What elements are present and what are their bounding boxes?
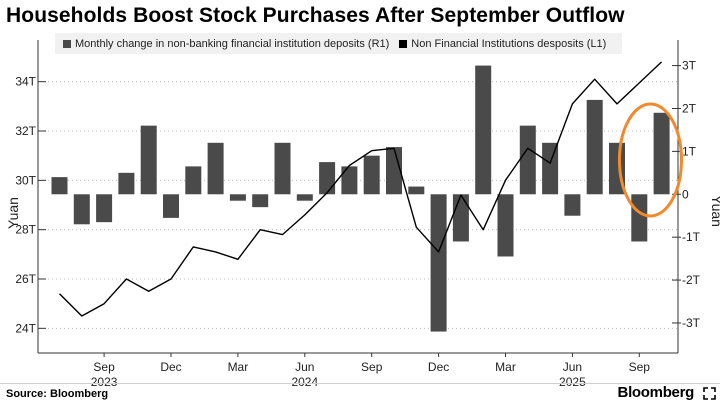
right-axis-title: Yuan <box>709 195 720 227</box>
bar-month-2024-07 <box>319 162 336 195</box>
x-axis-year-label: 2024 <box>291 375 318 389</box>
bar-month-2024-03 <box>229 194 246 201</box>
bar-month-2024-05 <box>274 142 291 195</box>
bar-month-2025-06 <box>564 194 581 216</box>
x-axis-month-label: Sep <box>93 360 115 374</box>
right-axis-tick-label: -1T <box>682 230 701 244</box>
left-axis-tick-label: 34T <box>15 75 36 89</box>
bar-month-2025-05 <box>542 142 559 195</box>
bar-month-2024-09 <box>363 155 380 195</box>
x-axis-month-label: Sep <box>629 360 651 374</box>
left-axis-tick-label: 28T <box>15 223 36 237</box>
bar-month-2025-01 <box>452 194 469 242</box>
legend-item-line: Non Financial Institutions desposits (L1… <box>399 38 606 50</box>
bar-month-2025-03 <box>497 194 514 257</box>
right-axis-tick-label: 3T <box>682 59 697 73</box>
bar-month-2024-11 <box>408 186 425 195</box>
x-axis-month-label: Jun <box>295 360 314 374</box>
x-axis-month-label: Mar <box>495 360 516 374</box>
left-axis-tick-label: 30T <box>15 173 36 187</box>
bar-month-2024-06 <box>296 194 313 201</box>
highlight-circle <box>617 102 683 218</box>
bar-month-2025-10 <box>653 112 670 195</box>
bar-month-2023-09 <box>96 194 113 223</box>
chart-legend: Monthly change in non-banking financial … <box>55 33 622 54</box>
left-axis-tick-label: 26T <box>15 272 36 286</box>
bar-month-2025-09 <box>631 194 648 242</box>
bar-month-2024-08 <box>341 166 358 195</box>
x-axis-month-label: Jun <box>563 360 582 374</box>
x-axis-year-label: 2025 <box>559 375 586 389</box>
source-note: Source: Bloomberg <box>6 388 109 400</box>
x-axis-year-label: 2023 <box>91 375 118 389</box>
bar-month-2023-11 <box>140 125 157 195</box>
legend-item-bars: Monthly change in non-banking financial … <box>63 38 389 50</box>
right-axis-tick-label: -2T <box>682 273 701 287</box>
chart-title: Households Boost Stock Purchases After S… <box>6 4 625 27</box>
bar-month-2023-10 <box>118 172 135 195</box>
left-axis-tick-label: 32T <box>15 124 36 138</box>
right-axis-tick-label: 2T <box>682 101 697 115</box>
right-axis-tick-label: -3T <box>682 316 701 330</box>
chart-footer: Source: Bloomberg Bloomberg <box>0 383 720 405</box>
legend-swatch-line <box>399 39 408 48</box>
bar-month-2025-07 <box>586 99 603 195</box>
left-axis-tick-label: 24T <box>15 321 36 335</box>
x-axis-month-label: Dec <box>428 360 449 374</box>
bar-month-2023-12 <box>163 194 179 218</box>
right-axis-tick-label: 0 <box>682 187 689 201</box>
bar-month-2025-02 <box>475 65 492 195</box>
bar-month-2024-02 <box>207 142 224 195</box>
bar-month-2024-01 <box>185 166 202 195</box>
right-axis-tick-label: 1T <box>682 144 697 158</box>
x-axis-month-label: Sep <box>361 360 383 374</box>
legend-swatch-bars <box>63 39 71 48</box>
expand-icon[interactable] <box>703 387 716 400</box>
bar-month-2023-07 <box>51 177 68 195</box>
footer-divider <box>0 383 720 384</box>
bar-month-2024-10 <box>386 147 402 195</box>
bar-month-2024-04 <box>252 194 269 208</box>
bloomberg-logo: Bloomberg <box>617 384 695 401</box>
left-axis-title: Yuan <box>5 197 21 229</box>
bar-month-2023-08 <box>73 194 90 225</box>
x-axis-month-label: Mar <box>228 360 249 374</box>
x-axis-month-label: Dec <box>160 360 181 374</box>
legend-label-line: Non Financial Institutions desposits (L1… <box>411 37 607 50</box>
bar-month-2025-04 <box>519 125 536 195</box>
bar-month-2024-12 <box>430 194 447 332</box>
deposits-line <box>59 61 663 317</box>
legend-label-bars: Monthly change in non-banking financial … <box>75 37 390 50</box>
